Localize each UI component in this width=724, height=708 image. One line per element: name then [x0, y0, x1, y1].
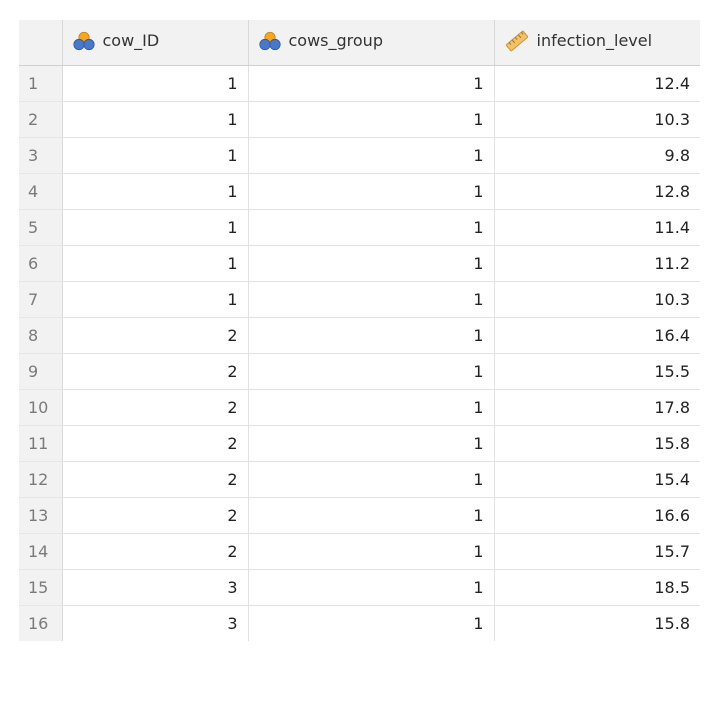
cow-id-cell[interactable]: 1 [62, 209, 249, 246]
row-number-cell[interactable]: 5 [19, 209, 63, 246]
cow-id-cell[interactable]: 1 [62, 245, 249, 282]
cow-id-cell[interactable]: 1 [62, 101, 249, 138]
cow-id-cell[interactable]: 2 [62, 533, 249, 570]
cow-id-cell[interactable]: 2 [62, 425, 249, 462]
nominal-variable-icon [72, 31, 95, 51]
cows-group-cell[interactable]: 1 [248, 245, 495, 282]
row-number-cell[interactable]: 8 [19, 317, 63, 354]
cows-group-cell[interactable]: 1 [248, 461, 495, 498]
row-number-cell[interactable]: 10 [19, 389, 63, 426]
column-header-cow-id[interactable]: cow_ID [62, 20, 249, 66]
table-row[interactable]: 10 2 1 17.8 [19, 389, 700, 426]
table-row[interactable]: 15 3 1 18.5 [19, 569, 700, 606]
row-number-cell[interactable]: 2 [19, 101, 63, 138]
cows-group-cell[interactable]: 1 [248, 425, 495, 462]
infection-level-cell[interactable]: 12.4 [494, 65, 700, 102]
cows-group-cell[interactable]: 1 [248, 137, 495, 174]
header-row: cow_ID cows_group [19, 20, 700, 66]
infection-level-cell[interactable]: 15.8 [494, 425, 700, 462]
row-number-cell[interactable]: 7 [19, 281, 63, 318]
cow-id-cell[interactable]: 1 [62, 173, 249, 210]
cow-id-cell[interactable]: 2 [62, 353, 249, 390]
column-header-infection-level[interactable]: infection_level [494, 20, 700, 66]
infection-level-cell[interactable]: 16.6 [494, 497, 700, 534]
column-header-label: cow_ID [102, 31, 160, 50]
infection-level-cell[interactable]: 15.5 [494, 353, 700, 390]
table-row[interactable]: 13 2 1 16.6 [19, 497, 700, 534]
infection-level-cell[interactable]: 10.3 [494, 281, 700, 318]
infection-level-cell[interactable]: 16.4 [494, 317, 700, 354]
cows-group-cell[interactable]: 1 [248, 605, 495, 641]
row-number-cell[interactable]: 9 [19, 353, 63, 390]
cows-group-cell[interactable]: 1 [248, 209, 495, 246]
cow-id-cell[interactable]: 2 [62, 389, 249, 426]
row-number-cell[interactable]: 11 [19, 425, 63, 462]
row-number-cell[interactable]: 1 [19, 65, 63, 102]
table-row[interactable]: 6 1 1 11.2 [19, 245, 700, 282]
table-row[interactable]: 4 1 1 12.8 [19, 173, 700, 210]
table-row[interactable]: 16 3 1 15.8 [19, 605, 700, 641]
table-row[interactable]: 14 2 1 15.7 [19, 533, 700, 570]
cow-id-cell[interactable]: 2 [62, 461, 249, 498]
cows-group-cell[interactable]: 1 [248, 65, 495, 102]
cow-id-cell[interactable]: 1 [62, 137, 249, 174]
cows-group-cell[interactable]: 1 [248, 173, 495, 210]
infection-level-cell[interactable]: 15.4 [494, 461, 700, 498]
table-row[interactable]: 3 1 1 9.8 [19, 137, 700, 174]
table-row[interactable]: 2 1 1 10.3 [19, 101, 700, 138]
row-number-cell[interactable]: 12 [19, 461, 63, 498]
table-row[interactable]: 1 1 1 12.4 [19, 65, 700, 102]
spreadsheet-grid: cow_ID cows_group [19, 20, 700, 641]
infection-level-cell[interactable]: 10.3 [494, 101, 700, 138]
cows-group-cell[interactable]: 1 [248, 101, 495, 138]
cows-group-cell[interactable]: 1 [248, 281, 495, 318]
infection-level-cell[interactable]: 17.8 [494, 389, 700, 426]
table-row[interactable]: 7 1 1 10.3 [19, 281, 700, 318]
infection-level-cell[interactable]: 12.8 [494, 173, 700, 210]
table-row[interactable]: 9 2 1 15.5 [19, 353, 700, 390]
infection-level-cell[interactable]: 9.8 [494, 137, 700, 174]
row-number-cell[interactable]: 16 [19, 605, 63, 641]
cows-group-cell[interactable]: 1 [248, 389, 495, 426]
cow-id-cell[interactable]: 2 [62, 497, 249, 534]
cows-group-cell[interactable]: 1 [248, 317, 495, 354]
nominal-variable-icon [258, 31, 281, 51]
cow-id-cell[interactable]: 1 [62, 65, 249, 102]
cow-id-cell[interactable]: 3 [62, 569, 249, 606]
cows-group-cell[interactable]: 1 [248, 497, 495, 534]
row-number-cell[interactable]: 4 [19, 173, 63, 210]
cows-group-cell[interactable]: 1 [248, 569, 495, 606]
column-header-cows-group[interactable]: cows_group [248, 20, 495, 66]
cow-id-cell[interactable]: 2 [62, 317, 249, 354]
column-header-label: cows_group [288, 31, 383, 50]
row-number-cell[interactable]: 6 [19, 245, 63, 282]
ruler-icon [505, 30, 529, 52]
cow-id-cell[interactable]: 3 [62, 605, 249, 641]
infection-level-cell[interactable]: 15.7 [494, 533, 700, 570]
cows-group-cell[interactable]: 1 [248, 533, 495, 570]
table-row[interactable]: 8 2 1 16.4 [19, 317, 700, 354]
cows-group-cell[interactable]: 1 [248, 353, 495, 390]
table-row[interactable]: 5 1 1 11.4 [19, 209, 700, 246]
infection-level-cell[interactable]: 11.4 [494, 209, 700, 246]
infection-level-cell[interactable]: 18.5 [494, 569, 700, 606]
row-number-cell[interactable]: 13 [19, 497, 63, 534]
table-row[interactable]: 12 2 1 15.4 [19, 461, 700, 498]
data-table: cow_ID cows_group [19, 20, 700, 641]
table-row[interactable]: 11 2 1 15.8 [19, 425, 700, 462]
corner-cell[interactable] [19, 20, 63, 66]
row-number-cell[interactable]: 15 [19, 569, 63, 606]
infection-level-cell[interactable]: 15.8 [654, 614, 690, 633]
table-body: 1 1 1 12.4 2 1 1 10.3 3 1 1 9.8 4 1 1 12.8 5 1 1 11.4 6 1 1 11.… [19, 65, 700, 641]
row-number-cell[interactable]: 14 [19, 533, 63, 570]
column-header-label: infection_level [536, 31, 653, 50]
infection-level-cell[interactable]: 11.2 [494, 245, 700, 282]
row-number-cell[interactable]: 3 [19, 137, 63, 174]
cow-id-cell[interactable]: 1 [62, 281, 249, 318]
